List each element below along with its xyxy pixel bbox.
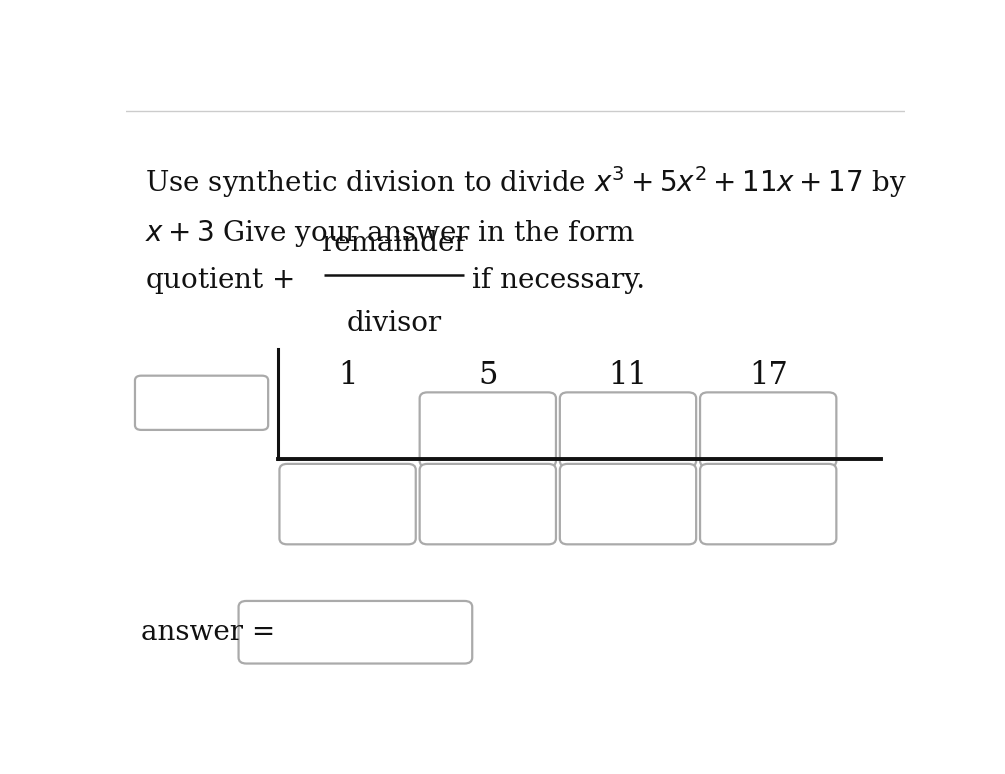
Text: if necessary.: if necessary. — [472, 267, 645, 294]
FancyBboxPatch shape — [700, 464, 836, 544]
FancyBboxPatch shape — [700, 392, 836, 467]
Text: $x + 3$ Give your answer in the form: $x + 3$ Give your answer in the form — [145, 218, 636, 249]
Text: 11: 11 — [608, 361, 647, 392]
FancyBboxPatch shape — [279, 464, 416, 544]
FancyBboxPatch shape — [560, 464, 696, 544]
Text: divisor: divisor — [347, 310, 442, 337]
FancyBboxPatch shape — [420, 392, 556, 467]
FancyBboxPatch shape — [560, 392, 696, 467]
FancyBboxPatch shape — [135, 375, 268, 430]
FancyBboxPatch shape — [238, 601, 472, 663]
Text: 17: 17 — [749, 361, 788, 392]
Text: answer =: answer = — [141, 618, 275, 646]
Text: quotient $+$: quotient $+$ — [145, 265, 294, 296]
Text: 1: 1 — [338, 361, 358, 392]
FancyBboxPatch shape — [420, 464, 556, 544]
Text: 5: 5 — [478, 361, 497, 392]
Text: remainder: remainder — [321, 230, 467, 257]
Text: Use synthetic division to divide $x^3 + 5x^2 + 11x + 17$ by: Use synthetic division to divide $x^3 + … — [145, 164, 907, 200]
